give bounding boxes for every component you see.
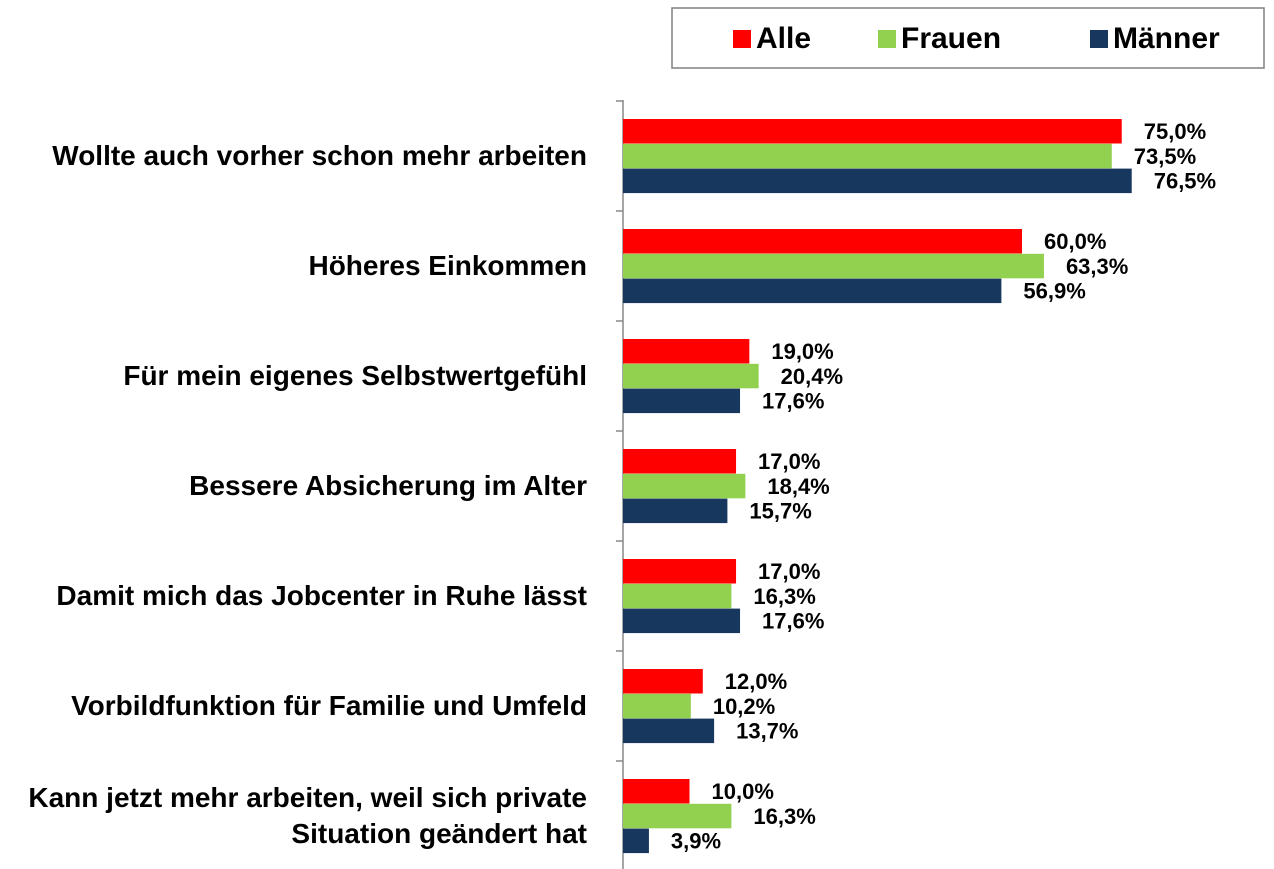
value-label: 63,3% [1066,254,1128,279]
bar [623,339,750,364]
bar [623,779,690,804]
value-label: 17,0% [758,449,820,474]
value-label: 75,0% [1144,119,1206,144]
legend-label: Alle [756,22,811,55]
value-label: 16,3% [753,584,815,609]
bar [623,473,746,499]
bar [623,253,1044,279]
bar [623,583,732,609]
bar [623,718,715,744]
category-label: Vorbildfunktion für Familie und Umfeld [71,690,587,721]
value-label: 15,7% [749,499,811,524]
bar [623,828,649,854]
bar [623,229,1022,254]
value-label: 17,6% [762,389,824,414]
value-label: 13,7% [736,719,798,744]
bar [623,559,737,584]
value-label: 19,0% [771,339,833,364]
bar [623,449,737,474]
category-label: Höheres Einkommen [308,250,587,281]
value-label: 17,6% [762,609,824,634]
bar [623,498,728,524]
value-label: 76,5% [1154,169,1216,194]
bar [623,143,1112,169]
bar [623,278,1002,304]
value-label: 3,9% [671,829,721,854]
bar [623,363,759,389]
legend-swatch [878,30,896,48]
legend-label: Männer [1113,22,1220,55]
value-label: 60,0% [1044,229,1106,254]
bar [623,119,1122,144]
bar [623,669,703,694]
value-label: 10,0% [712,779,774,804]
value-label: 20,4% [781,364,843,389]
bar [623,693,691,719]
category-label: Für mein eigenes Selbstwertgefühl [123,360,587,391]
bar [623,803,732,829]
value-label: 10,2% [713,694,775,719]
value-label: 16,3% [753,804,815,829]
legend-swatch [1090,30,1108,48]
category-label: Kann jetzt mehr arbeiten, weil sich priv… [28,782,587,849]
category-label: Wollte auch vorher schon mehr arbeiten [52,140,587,171]
legend-box [671,7,1265,69]
category-label: Damit mich das Jobcenter in Ruhe lässt [56,580,587,611]
bar [623,168,1132,194]
category-label: Bessere Absicherung im Alter [189,470,587,501]
bar [623,388,741,414]
value-label: 73,5% [1134,144,1196,169]
value-label: 18,4% [767,474,829,499]
value-label: 56,9% [1023,279,1085,304]
value-label: 12,0% [725,669,787,694]
value-label: 17,0% [758,559,820,584]
legend-label: Frauen [901,22,1001,55]
legend-swatch [733,30,751,48]
bar [623,608,741,634]
